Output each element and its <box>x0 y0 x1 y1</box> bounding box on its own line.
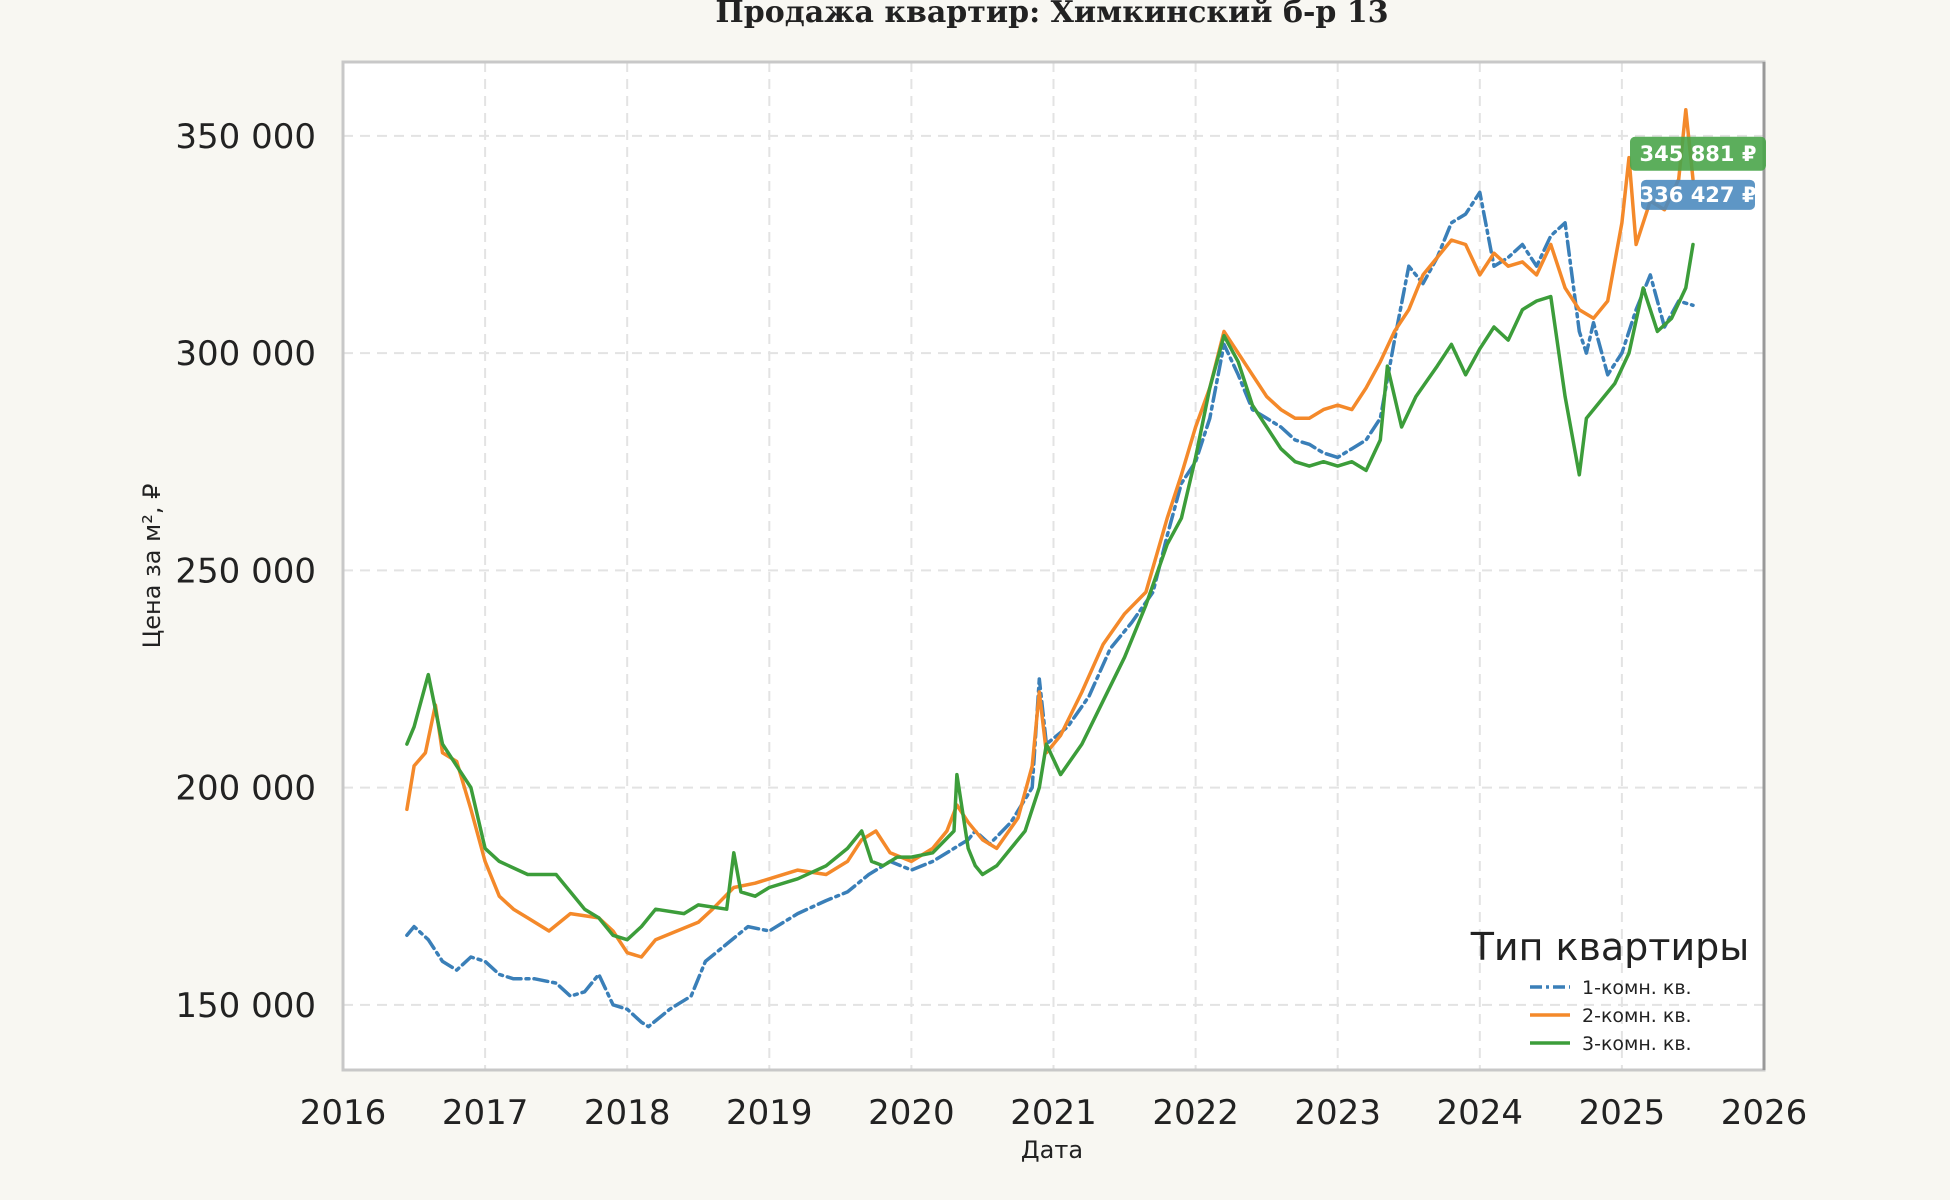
x-tick-label: 2021 <box>1010 1093 1097 1133</box>
annotation-badge-2 <box>1641 179 1755 210</box>
tick-layer: 2016 2017 2018 2019 2020 2021 2022 2023 2024 2025… <box>175 117 1807 1133</box>
x-axis-label: Дата <box>1021 1136 1083 1164</box>
y-tick-label: 300 000 <box>175 334 316 374</box>
y-tick-label: 150 000 <box>175 986 316 1026</box>
x-tick-label: 2025 <box>1579 1093 1666 1133</box>
y-tick-label: 200 000 <box>175 769 316 809</box>
legend-items: 1-комн. кв. 2-комн. кв. 3-комн. кв. <box>1530 977 1692 1055</box>
annotation-badge-1 <box>1630 136 1766 171</box>
x-tick-label: 2017 <box>442 1093 529 1133</box>
x-tick-label: 2018 <box>584 1093 671 1133</box>
x-tick-label: 2020 <box>868 1093 955 1133</box>
annotation-label-2: 336 427 ₽ <box>1640 183 1757 207</box>
y-axis-label: Цена за м², ₽ <box>138 484 166 649</box>
series-line-3 <box>405 242 1695 942</box>
legend-label-3: 3-комн. кв. <box>1582 1033 1692 1055</box>
grid-layer <box>343 62 1764 1070</box>
x-tick-label: 2019 <box>726 1093 813 1133</box>
legend-label-1: 1-комн. кв. <box>1582 977 1692 999</box>
x-tick-label: 2016 <box>300 1093 387 1133</box>
x-tick-label: 2022 <box>1152 1093 1239 1133</box>
y-tick-label: 350 000 <box>175 117 316 157</box>
legend-label-2: 2-комн. кв. <box>1582 1005 1692 1027</box>
x-tick-label: 2023 <box>1294 1093 1381 1133</box>
legend: Тип квартиры 1-комн. кв. 2-комн. кв. 3-ком… <box>1470 925 1750 1055</box>
x-tick-label: 2024 <box>1437 1093 1524 1133</box>
annotation-label-1: 345 881 ₽ <box>1640 142 1757 166</box>
chart-title: Продажа квартир: Химкинский б-р 13 <box>715 0 1388 30</box>
legend-title: Тип квартиры <box>1470 925 1750 969</box>
series-line-1 <box>405 190 1695 1029</box>
y-tick-label: 250 000 <box>175 551 316 591</box>
x-tick-label: 2026 <box>1721 1093 1808 1133</box>
series-layer <box>405 108 1695 1029</box>
annotation-layer: 345 881 ₽ 336 427 ₽ <box>1630 136 1766 210</box>
